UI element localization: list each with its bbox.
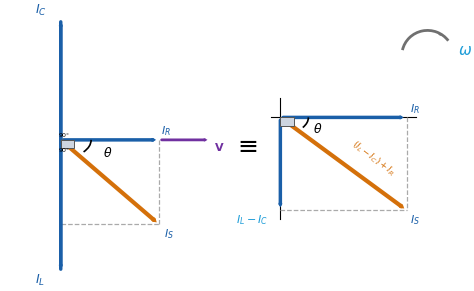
FancyBboxPatch shape	[280, 117, 294, 126]
Text: 90°: 90°	[58, 148, 69, 153]
Text: $I_L - I_C$: $I_L - I_C$	[236, 213, 268, 227]
Text: $I_L$: $I_L$	[35, 273, 45, 288]
Text: $I_S$: $I_S$	[410, 213, 420, 227]
FancyBboxPatch shape	[61, 140, 74, 148]
Text: $\theta$: $\theta$	[103, 146, 112, 160]
Text: $\omega$: $\omega$	[458, 43, 472, 58]
Text: $I_C$: $I_C$	[35, 3, 47, 18]
Text: $I_R$: $I_R$	[161, 124, 171, 138]
Text: 90°: 90°	[58, 134, 69, 139]
Text: $\equiv$: $\equiv$	[233, 134, 258, 157]
Text: V: V	[215, 143, 224, 153]
Text: $\theta$: $\theta$	[313, 122, 322, 136]
Text: $I_R$: $I_R$	[410, 102, 419, 116]
Text: $(I_L - I_C) + I_R$: $(I_L - I_C) + I_R$	[348, 138, 397, 179]
Text: $I_S$: $I_S$	[164, 227, 173, 241]
